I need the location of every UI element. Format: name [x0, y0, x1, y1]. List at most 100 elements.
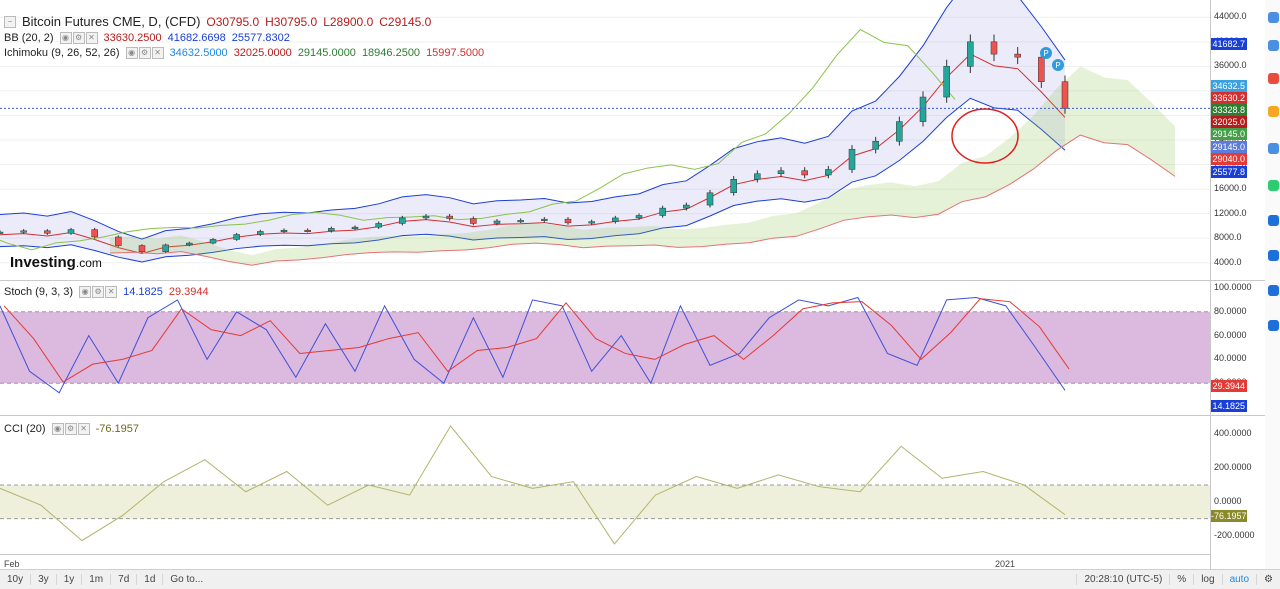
- ohlc-low: L28900.0: [323, 14, 374, 29]
- ichimoku-lagging-line: [0, 28, 956, 251]
- investing-logo: Investing.com: [10, 254, 102, 271]
- candle: [375, 223, 382, 228]
- collapse-icon[interactable]: −: [4, 15, 16, 28]
- stoch-pane[interactable]: Stoch (9, 3, 3) ◉ ⚙ ✕ 14.1825 29.3944: [0, 281, 1210, 416]
- bollinger-upper: [0, 0, 1066, 240]
- range-1d[interactable]: 1d: [137, 574, 164, 585]
- indicator-buttons[interactable]: ◉ ⚙ ✕: [51, 423, 90, 435]
- range-7d[interactable]: 7d: [111, 574, 138, 585]
- candle: [422, 215, 430, 219]
- toolbar-icon[interactable]: [1268, 12, 1279, 23]
- cci-axis[interactable]: [1210, 416, 1266, 569]
- price-chart: PP: [0, 0, 1210, 266]
- cci-tick: -200.0000: [1214, 529, 1255, 540]
- stoch-d-value: 29.3944: [168, 286, 209, 298]
- price-axis[interactable]: [1210, 0, 1266, 281]
- star-icon[interactable]: [1268, 250, 1279, 261]
- stoch-legend: Stoch (9, 3, 3) ◉ ⚙ ✕ 14.1825 29.3944: [4, 286, 209, 298]
- price-tick: 36000.0: [1214, 60, 1247, 71]
- range-1y[interactable]: 1y: [57, 574, 83, 585]
- candle: [209, 239, 217, 244]
- indicator-buttons[interactable]: ◉ ⚙ ✕: [125, 47, 164, 59]
- goto-button[interactable]: Go to...: [170, 574, 204, 585]
- indicator-buttons[interactable]: ◉ ⚙ ✕: [79, 286, 118, 298]
- x-label-feb: Feb: [4, 559, 20, 569]
- stoch-axis[interactable]: [1210, 281, 1266, 416]
- event-marker-icon: [1052, 59, 1064, 71]
- auto-toggle[interactable]: auto: [1223, 574, 1258, 585]
- toolbar-icon[interactable]: [1268, 40, 1279, 51]
- settings-icon[interactable]: ⚙: [1264, 574, 1273, 585]
- cci-tick: 400.0000: [1214, 428, 1252, 439]
- candle: [1038, 56, 1045, 82]
- ichimoku-legend: Ichimoku (9, 26, 52, 26) ◉ ⚙ ✕ 34632.5000 …: [4, 47, 484, 59]
- bottom-toolbar: 10y 3y 1y 1m 7d 1d Go to... 20:28:10 (UT…: [0, 569, 1280, 589]
- stoch-tick: 60.0000: [1214, 329, 1247, 340]
- price-tick: 4000.0: [1214, 256, 1242, 267]
- candle: [588, 221, 595, 224]
- price-badge: 33328.8: [1211, 104, 1247, 116]
- price-badge: 34632.5: [1211, 80, 1247, 92]
- toolbar-icon[interactable]: [1268, 106, 1279, 117]
- x-label-2021: 2021: [995, 559, 1016, 569]
- main-legend: − Bitcoin Futures CME, D, (CFD) O30795.0…: [4, 14, 431, 29]
- right-toolbar: [1265, 0, 1280, 569]
- ichimoku-value-1: 34632.5000: [169, 47, 228, 59]
- cci-band: [0, 485, 1210, 519]
- candle: [896, 121, 903, 142]
- candle: [399, 217, 406, 224]
- price-badge: 29040.0: [1211, 153, 1247, 165]
- event-marker-icon: [1040, 47, 1052, 59]
- candle: [612, 217, 619, 222]
- candle: [138, 245, 146, 252]
- candle: [257, 231, 264, 235]
- bb-legend: BB (20, 2) ◉ ⚙ ✕ 33630.2500 41682.6698 255…: [4, 32, 290, 44]
- cci-value: -76.1957: [95, 423, 139, 435]
- toolbar-icon[interactable]: [1268, 73, 1279, 84]
- annotation-circle: [951, 108, 1019, 164]
- log-toggle[interactable]: log: [1194, 574, 1223, 585]
- candle: [1014, 53, 1021, 58]
- cci-badge: -76.1957: [1211, 510, 1247, 522]
- candle: [517, 220, 524, 223]
- candle: [967, 41, 974, 67]
- range-3y[interactable]: 3y: [31, 574, 57, 585]
- candle: [446, 215, 453, 219]
- star-icon[interactable]: [1268, 320, 1279, 331]
- star-icon[interactable]: [1268, 285, 1279, 296]
- cci-line: [0, 425, 1066, 545]
- candle: [754, 173, 761, 180]
- candle: [20, 230, 27, 233]
- price-tick: 12000.0: [1214, 207, 1247, 218]
- price-tick: 16000.0: [1214, 183, 1247, 194]
- bb-value-lower: 25577.8302: [231, 32, 290, 44]
- star-icon[interactable]: [1268, 215, 1279, 226]
- ichimoku-cloud: [110, 66, 1175, 266]
- candle: [115, 236, 122, 246]
- percent-toggle[interactable]: %: [1170, 574, 1195, 585]
- cci-tick: 200.0000: [1214, 462, 1252, 473]
- ichimoku-value-2: 32025.0000: [233, 47, 292, 59]
- stoch-badge: 14.1825: [1211, 400, 1247, 412]
- range-10y[interactable]: 10y: [0, 574, 32, 585]
- price-tick: 44000.0: [1214, 11, 1247, 22]
- toolbar-icon[interactable]: [1268, 180, 1279, 191]
- indicator-buttons[interactable]: ◉ ⚙ ✕: [59, 32, 98, 44]
- candle: [91, 229, 98, 238]
- stoch-badge: 29.3944: [1211, 380, 1247, 392]
- price-badge: 32025.0: [1211, 116, 1247, 128]
- candle: [67, 229, 75, 234]
- candle: [233, 234, 240, 240]
- cci-tick: 0.0000: [1214, 495, 1242, 506]
- cci-pane[interactable]: CCI (20) ◉ ⚙ ✕ -76.1957: [0, 416, 1210, 555]
- toolbar-icon[interactable]: [1268, 143, 1279, 154]
- range-1m[interactable]: 1m: [82, 574, 112, 585]
- price-badge: 33630.2: [1211, 92, 1247, 104]
- stoch-k-line: [0, 296, 1066, 394]
- candle: [564, 218, 572, 224]
- clock-readout: 20:28:10 (UTC-5): [1076, 574, 1171, 585]
- candle: [493, 220, 501, 224]
- candle: [635, 215, 643, 219]
- candle: [162, 244, 169, 252]
